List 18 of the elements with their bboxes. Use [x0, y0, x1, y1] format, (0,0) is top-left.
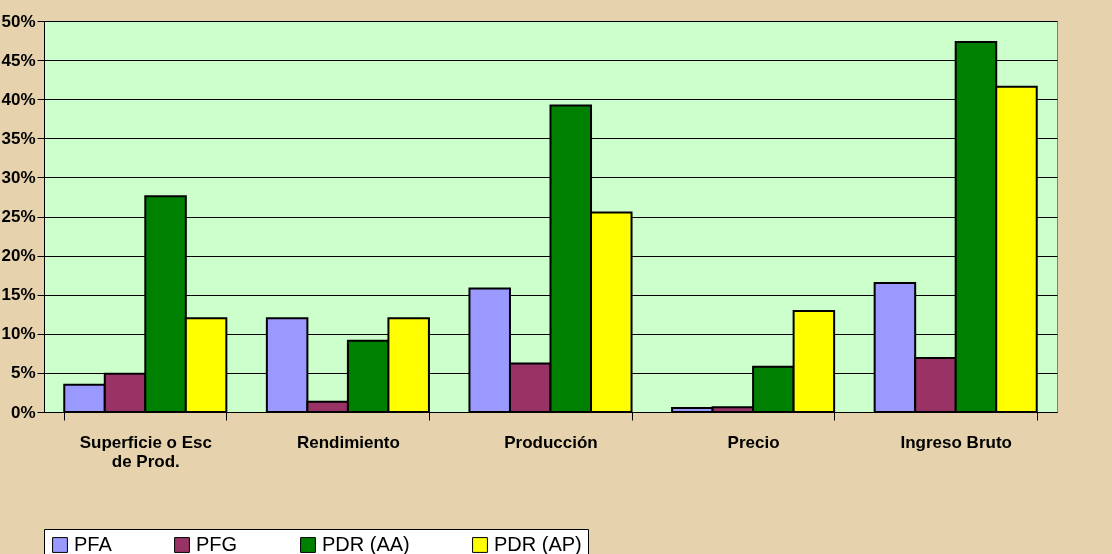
legend-label: PFA — [74, 533, 113, 554]
legend-label: PFG — [196, 533, 238, 554]
y-tick-label: 45% — [1, 50, 36, 70]
y-tick-label: 15% — [1, 285, 36, 305]
y-tick-label: 25% — [1, 207, 36, 226]
y-tick-label: 35% — [1, 128, 36, 148]
x-tick-label: Producción — [504, 432, 598, 452]
y-tick-label: 30% — [1, 167, 36, 187]
y-tick-label: 40% — [1, 89, 36, 109]
y-tick-label: 10% — [1, 324, 36, 344]
y-tick-label: 50% — [1, 11, 36, 31]
y-tick-label: 5% — [10, 363, 36, 383]
y-tick-label: 20% — [1, 246, 36, 266]
x-tick-label: Superficie o Esc de Prod. — [79, 432, 212, 471]
x-tick-label: Rendimiento — [296, 432, 400, 452]
x-tick-label: Precio — [727, 432, 780, 452]
y-tick-label: 0% — [10, 402, 36, 422]
x-tick-label: Ingreso Bruto — [900, 432, 1012, 452]
